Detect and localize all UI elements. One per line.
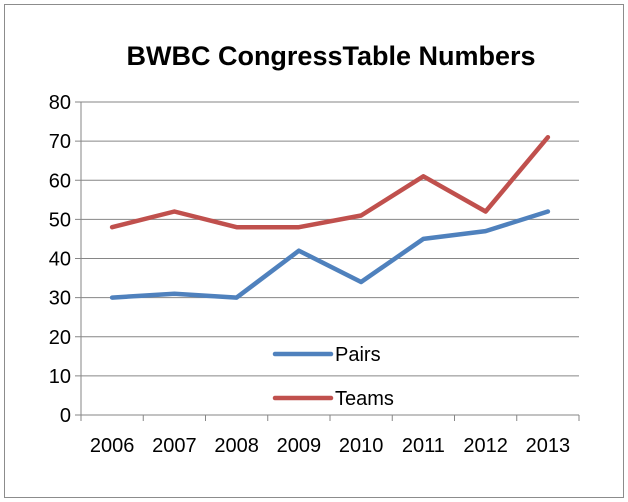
x-tick-label: 2006	[90, 435, 135, 457]
y-tick-label: 30	[49, 288, 71, 310]
series-line-pairs	[109, 209, 551, 300]
line-chart: BWBC CongressTable Numbers 0 10 20 30 40 50 60…	[49, 41, 580, 457]
axes: 0 10 20 30 40 50 60 70 80 2006 2007 2008 2009 2010 201…	[49, 92, 580, 457]
chart-container: BWBC CongressTable Numbers 0 10 20 30 40 50 60…	[4, 4, 624, 498]
x-tick-label: 2010	[339, 435, 384, 457]
legend-label-pairs: Pairs	[335, 344, 381, 366]
y-tick-label: 80	[49, 92, 71, 114]
series-lines	[109, 134, 551, 300]
y-tick-label: 20	[49, 327, 71, 349]
legend-label-teams: Teams	[335, 388, 394, 410]
y-tick-label: 70	[49, 131, 71, 153]
x-tick-label: 2011	[402, 435, 445, 457]
y-tick-label: 0	[60, 405, 71, 427]
x-tick-label: 2007	[152, 435, 197, 457]
chart-title: BWBC CongressTable Numbers	[126, 41, 535, 71]
y-tick-label: 50	[49, 209, 71, 231]
y-tick-label: 40	[49, 249, 71, 271]
series-line-teams	[109, 134, 551, 230]
y-tick-label: 60	[49, 170, 71, 192]
gridlines	[81, 101, 579, 377]
x-tick-label: 2009	[277, 435, 322, 457]
x-tick-label: 2013	[526, 435, 571, 457]
legend: Pairs Teams	[272, 344, 394, 410]
x-tick-label: 2008	[214, 435, 259, 457]
y-tick-label: 10	[49, 366, 71, 388]
x-tick-label: 2012	[463, 435, 508, 457]
